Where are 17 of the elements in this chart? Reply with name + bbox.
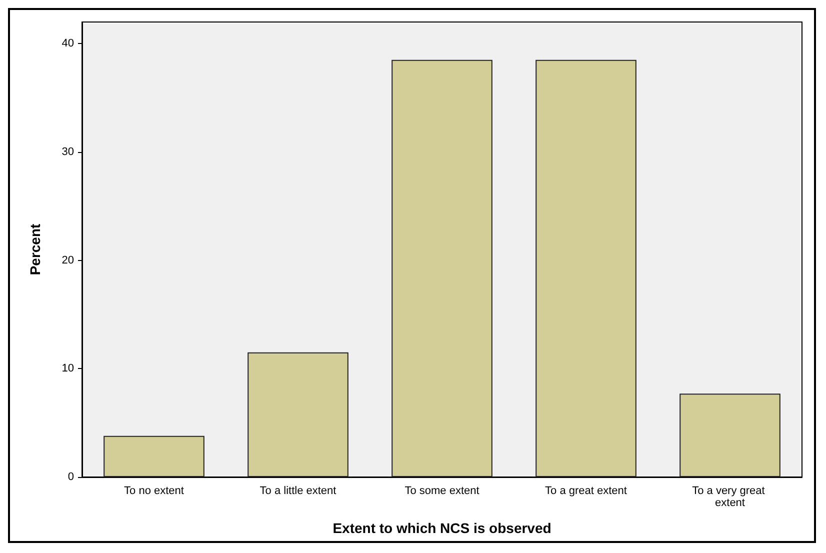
x-tick-label: To no extent — [124, 485, 184, 497]
y-tick-label: 10 — [62, 362, 74, 375]
y-tick-label: 20 — [62, 254, 74, 266]
y-tick-label: 40 — [62, 38, 74, 50]
bar — [104, 436, 204, 477]
y-tick-label: 0 — [68, 471, 74, 483]
x-tick-label: To a little extent — [260, 485, 336, 497]
y-axis-title: Percent — [27, 223, 43, 276]
x-axis-title: Extent to which NCS is observed — [332, 520, 552, 536]
bar — [248, 352, 348, 477]
x-tick-label: To some extent — [404, 485, 480, 497]
bar — [392, 60, 492, 477]
x-tick-label: To a great extent — [545, 485, 627, 497]
bar — [536, 60, 636, 477]
y-tick-label: 30 — [62, 146, 74, 158]
x-tick-label: To a very great extent — [692, 485, 768, 509]
bar — [680, 394, 780, 477]
